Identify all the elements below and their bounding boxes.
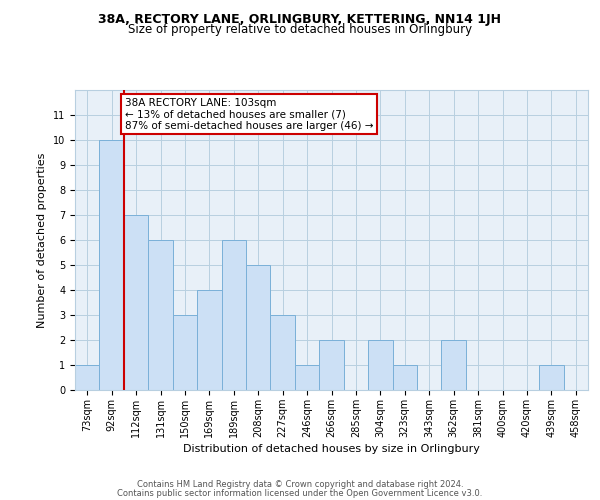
Bar	[539, 365, 563, 390]
X-axis label: Distribution of detached houses by size in Orlingbury: Distribution of detached houses by size …	[183, 444, 480, 454]
Bar	[368, 340, 392, 390]
Bar	[124, 215, 148, 390]
Bar	[197, 290, 221, 390]
Text: Contains HM Land Registry data © Crown copyright and database right 2024.: Contains HM Land Registry data © Crown c…	[137, 480, 463, 489]
Bar	[75, 365, 100, 390]
Text: 38A, RECTORY LANE, ORLINGBURY, KETTERING, NN14 1JH: 38A, RECTORY LANE, ORLINGBURY, KETTERING…	[98, 12, 502, 26]
Bar	[148, 240, 173, 390]
Bar	[442, 340, 466, 390]
Text: Contains public sector information licensed under the Open Government Licence v3: Contains public sector information licen…	[118, 489, 482, 498]
Bar	[246, 265, 271, 390]
Bar	[271, 315, 295, 390]
Bar	[100, 140, 124, 390]
Y-axis label: Number of detached properties: Number of detached properties	[37, 152, 47, 328]
Bar	[221, 240, 246, 390]
Bar	[392, 365, 417, 390]
Bar	[319, 340, 344, 390]
Bar	[295, 365, 319, 390]
Text: Size of property relative to detached houses in Orlingbury: Size of property relative to detached ho…	[128, 22, 472, 36]
Bar	[173, 315, 197, 390]
Text: 38A RECTORY LANE: 103sqm
← 13% of detached houses are smaller (7)
87% of semi-de: 38A RECTORY LANE: 103sqm ← 13% of detach…	[125, 98, 374, 130]
